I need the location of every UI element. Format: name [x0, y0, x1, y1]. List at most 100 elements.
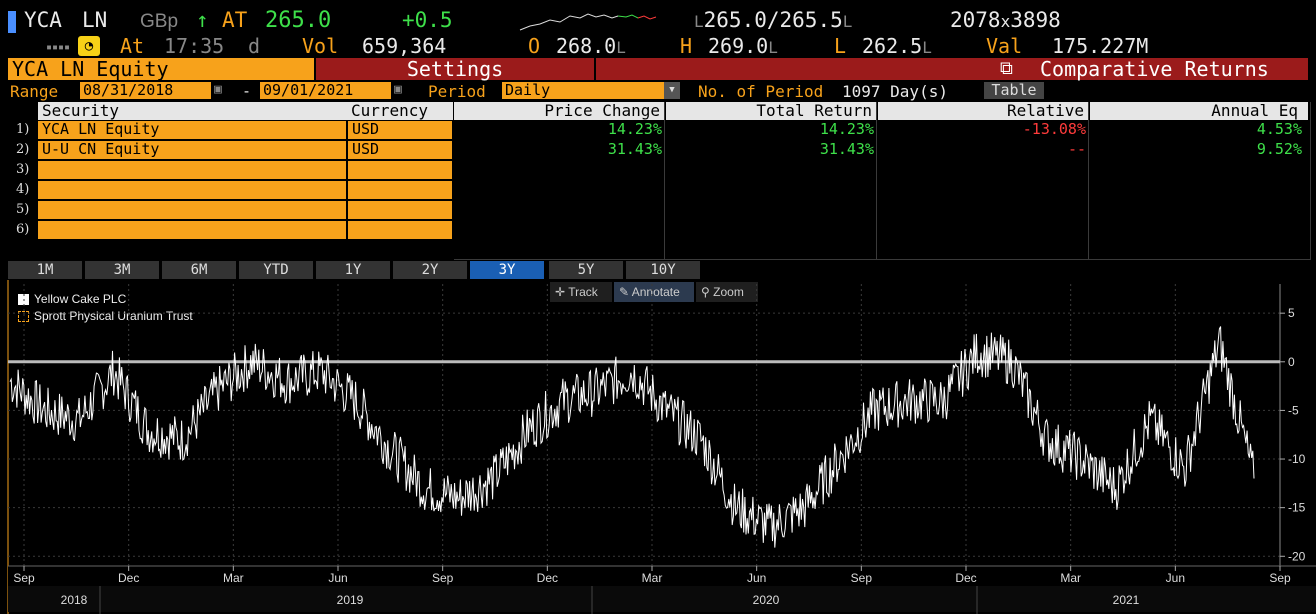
relative-value: -- — [1067, 140, 1086, 158]
tab-3y[interactable]: 3Y — [470, 261, 544, 279]
col-header-total-return[interactable]: Total Return — [666, 102, 876, 120]
security-cell-row-3[interactable] — [38, 161, 346, 179]
traded-value: 175.227M — [1052, 34, 1149, 58]
x-tick-label: Dec — [955, 571, 976, 585]
x-tick-label: Sep — [851, 571, 873, 585]
col-header-relative[interactable]: Relative — [878, 102, 1088, 120]
column-divider — [664, 102, 665, 260]
bid-price: L265.0/265.5L — [694, 8, 852, 32]
tab-6m[interactable]: 6M — [162, 261, 236, 279]
start-date-input[interactable]: 08/31/2018 — [80, 82, 211, 99]
high-label: H — [680, 34, 693, 58]
row-number: 4) — [16, 182, 30, 197]
tab-1m[interactable]: 1M — [8, 261, 82, 279]
annual-eq-value: 4.53% — [1256, 120, 1302, 138]
currency-cell-row-2[interactable] — [348, 141, 452, 159]
col-header-price-change[interactable]: Price Change — [454, 102, 664, 120]
start-calendar-icon[interactable]: ▣ — [214, 82, 222, 97]
x-year-label: 2021 — [1113, 593, 1140, 607]
security-cell-row-1[interactable] — [38, 121, 346, 139]
volume-label: Vol — [302, 34, 339, 58]
tab-3m[interactable]: 3M — [85, 261, 159, 279]
volume: 659,364 — [362, 34, 447, 58]
x-tick-label: Dec — [118, 571, 139, 585]
low-source: L — [922, 38, 932, 57]
comparative-returns-bar[interactable]: ⧉ Comparative Returns — [596, 58, 1308, 80]
size-separator: x — [1000, 12, 1011, 31]
tab-2y[interactable]: 2Y — [393, 261, 467, 279]
x-tick-label: Dec — [537, 571, 558, 585]
security-field[interactable]: YCA LN Equity — [8, 58, 314, 80]
y-tick-label: -15 — [1288, 501, 1306, 515]
col-header-security[interactable]: Security — [38, 102, 348, 120]
price-change: +0.5 — [402, 8, 453, 32]
range-dash: - — [242, 82, 252, 100]
up-arrow-icon: ↑ — [196, 8, 209, 32]
pencil-icon: ✎ — [619, 285, 630, 299]
period-select[interactable]: Daily — [502, 82, 665, 99]
currency-cell-row-5[interactable] — [348, 201, 452, 219]
zoom-label: Zoom — [713, 285, 744, 299]
relative-value: -13.08% — [1022, 120, 1086, 138]
high-value: 269.0 — [708, 34, 769, 58]
at-label: AT — [222, 8, 248, 32]
currency-cell-row-6[interactable] — [348, 221, 452, 239]
x-tick-label: Mar — [642, 571, 663, 585]
total-return-value: 14.23% — [819, 120, 874, 138]
ask-size: 3898 — [1010, 8, 1061, 32]
security-cell-row-4[interactable] — [38, 181, 346, 199]
chevron-down-icon[interactable]: ▼ — [664, 82, 680, 99]
security-marker — [8, 11, 16, 33]
currency-cell-row-4[interactable] — [348, 181, 452, 199]
legend-label-yellow-cake: Yellow Cake PLC — [34, 292, 127, 306]
security-cell-row-6[interactable] — [38, 221, 346, 239]
open-source: L — [616, 38, 626, 57]
bid-source: L — [694, 12, 704, 31]
currency-cell-row-1[interactable] — [348, 121, 452, 139]
currency-value: USD — [352, 120, 380, 138]
time-label: At — [120, 34, 145, 58]
high-source: L — [768, 38, 778, 57]
exchange: LN — [82, 8, 108, 32]
row-number: 6) — [16, 222, 30, 237]
row-number: 5) — [16, 202, 30, 217]
tab-ytd[interactable]: YTD — [239, 261, 313, 279]
col-header-annual-eq[interactable]: Annual Eq — [1090, 102, 1308, 120]
tab-10y[interactable]: 10Y — [626, 261, 700, 279]
security-cell-row-2[interactable] — [38, 141, 346, 159]
x-tick-label: Mar — [223, 571, 244, 585]
tab-1y[interactable]: 1Y — [316, 261, 390, 279]
signal-dots-icon: ▪▪▪▪ — [46, 42, 71, 53]
num-periods-label: No. of Period — [698, 82, 824, 101]
low-value: 262.5 — [862, 34, 923, 58]
period-label: Period — [428, 82, 486, 101]
year-axis-band — [8, 586, 1316, 612]
security-cell-row-5[interactable] — [38, 201, 346, 219]
zoom-button[interactable]: ⚲ Zoom — [696, 282, 758, 302]
annotate-button[interactable]: ✎ Annotate — [614, 282, 694, 302]
x-axis-band — [8, 566, 1316, 586]
period-select-value: Daily — [505, 81, 551, 99]
trade-time: 17:35 — [164, 34, 225, 58]
column-divider — [1310, 102, 1311, 260]
tab-5y[interactable]: 5Y — [549, 261, 623, 279]
function-title: Comparative Returns — [1040, 57, 1269, 81]
x-year-label: 2019 — [337, 593, 364, 607]
y-tick-label: -5 — [1288, 403, 1299, 417]
annual-eq-value: 9.52% — [1256, 140, 1302, 158]
track-button[interactable]: ✛ Track — [550, 282, 612, 302]
low-label: L — [834, 34, 847, 58]
x-tick-label: Sep — [432, 571, 454, 585]
security-value: YCA LN Equity — [42, 120, 160, 138]
column-divider — [1088, 102, 1089, 260]
col-header-currency[interactable]: Currency — [348, 102, 453, 120]
external-link-icon[interactable]: ⧉ — [1000, 58, 1013, 79]
currency-cell-row-3[interactable] — [348, 161, 452, 179]
table-button[interactable]: Table — [984, 82, 1044, 99]
settings-button[interactable]: Settings — [316, 58, 594, 80]
end-calendar-icon[interactable]: ▣ — [394, 82, 402, 97]
relative-returns-chart[interactable]: 5 0 -5 -10 -15 -20 Sep Dec Mar Jun Sep Dec Mar Jun Sep… — [0, 280, 1316, 614]
end-date-input[interactable]: 09/01/2021 — [260, 82, 391, 99]
bid-value: 265.0 — [703, 8, 767, 32]
gauge-icon[interactable]: ◔ — [78, 36, 100, 56]
